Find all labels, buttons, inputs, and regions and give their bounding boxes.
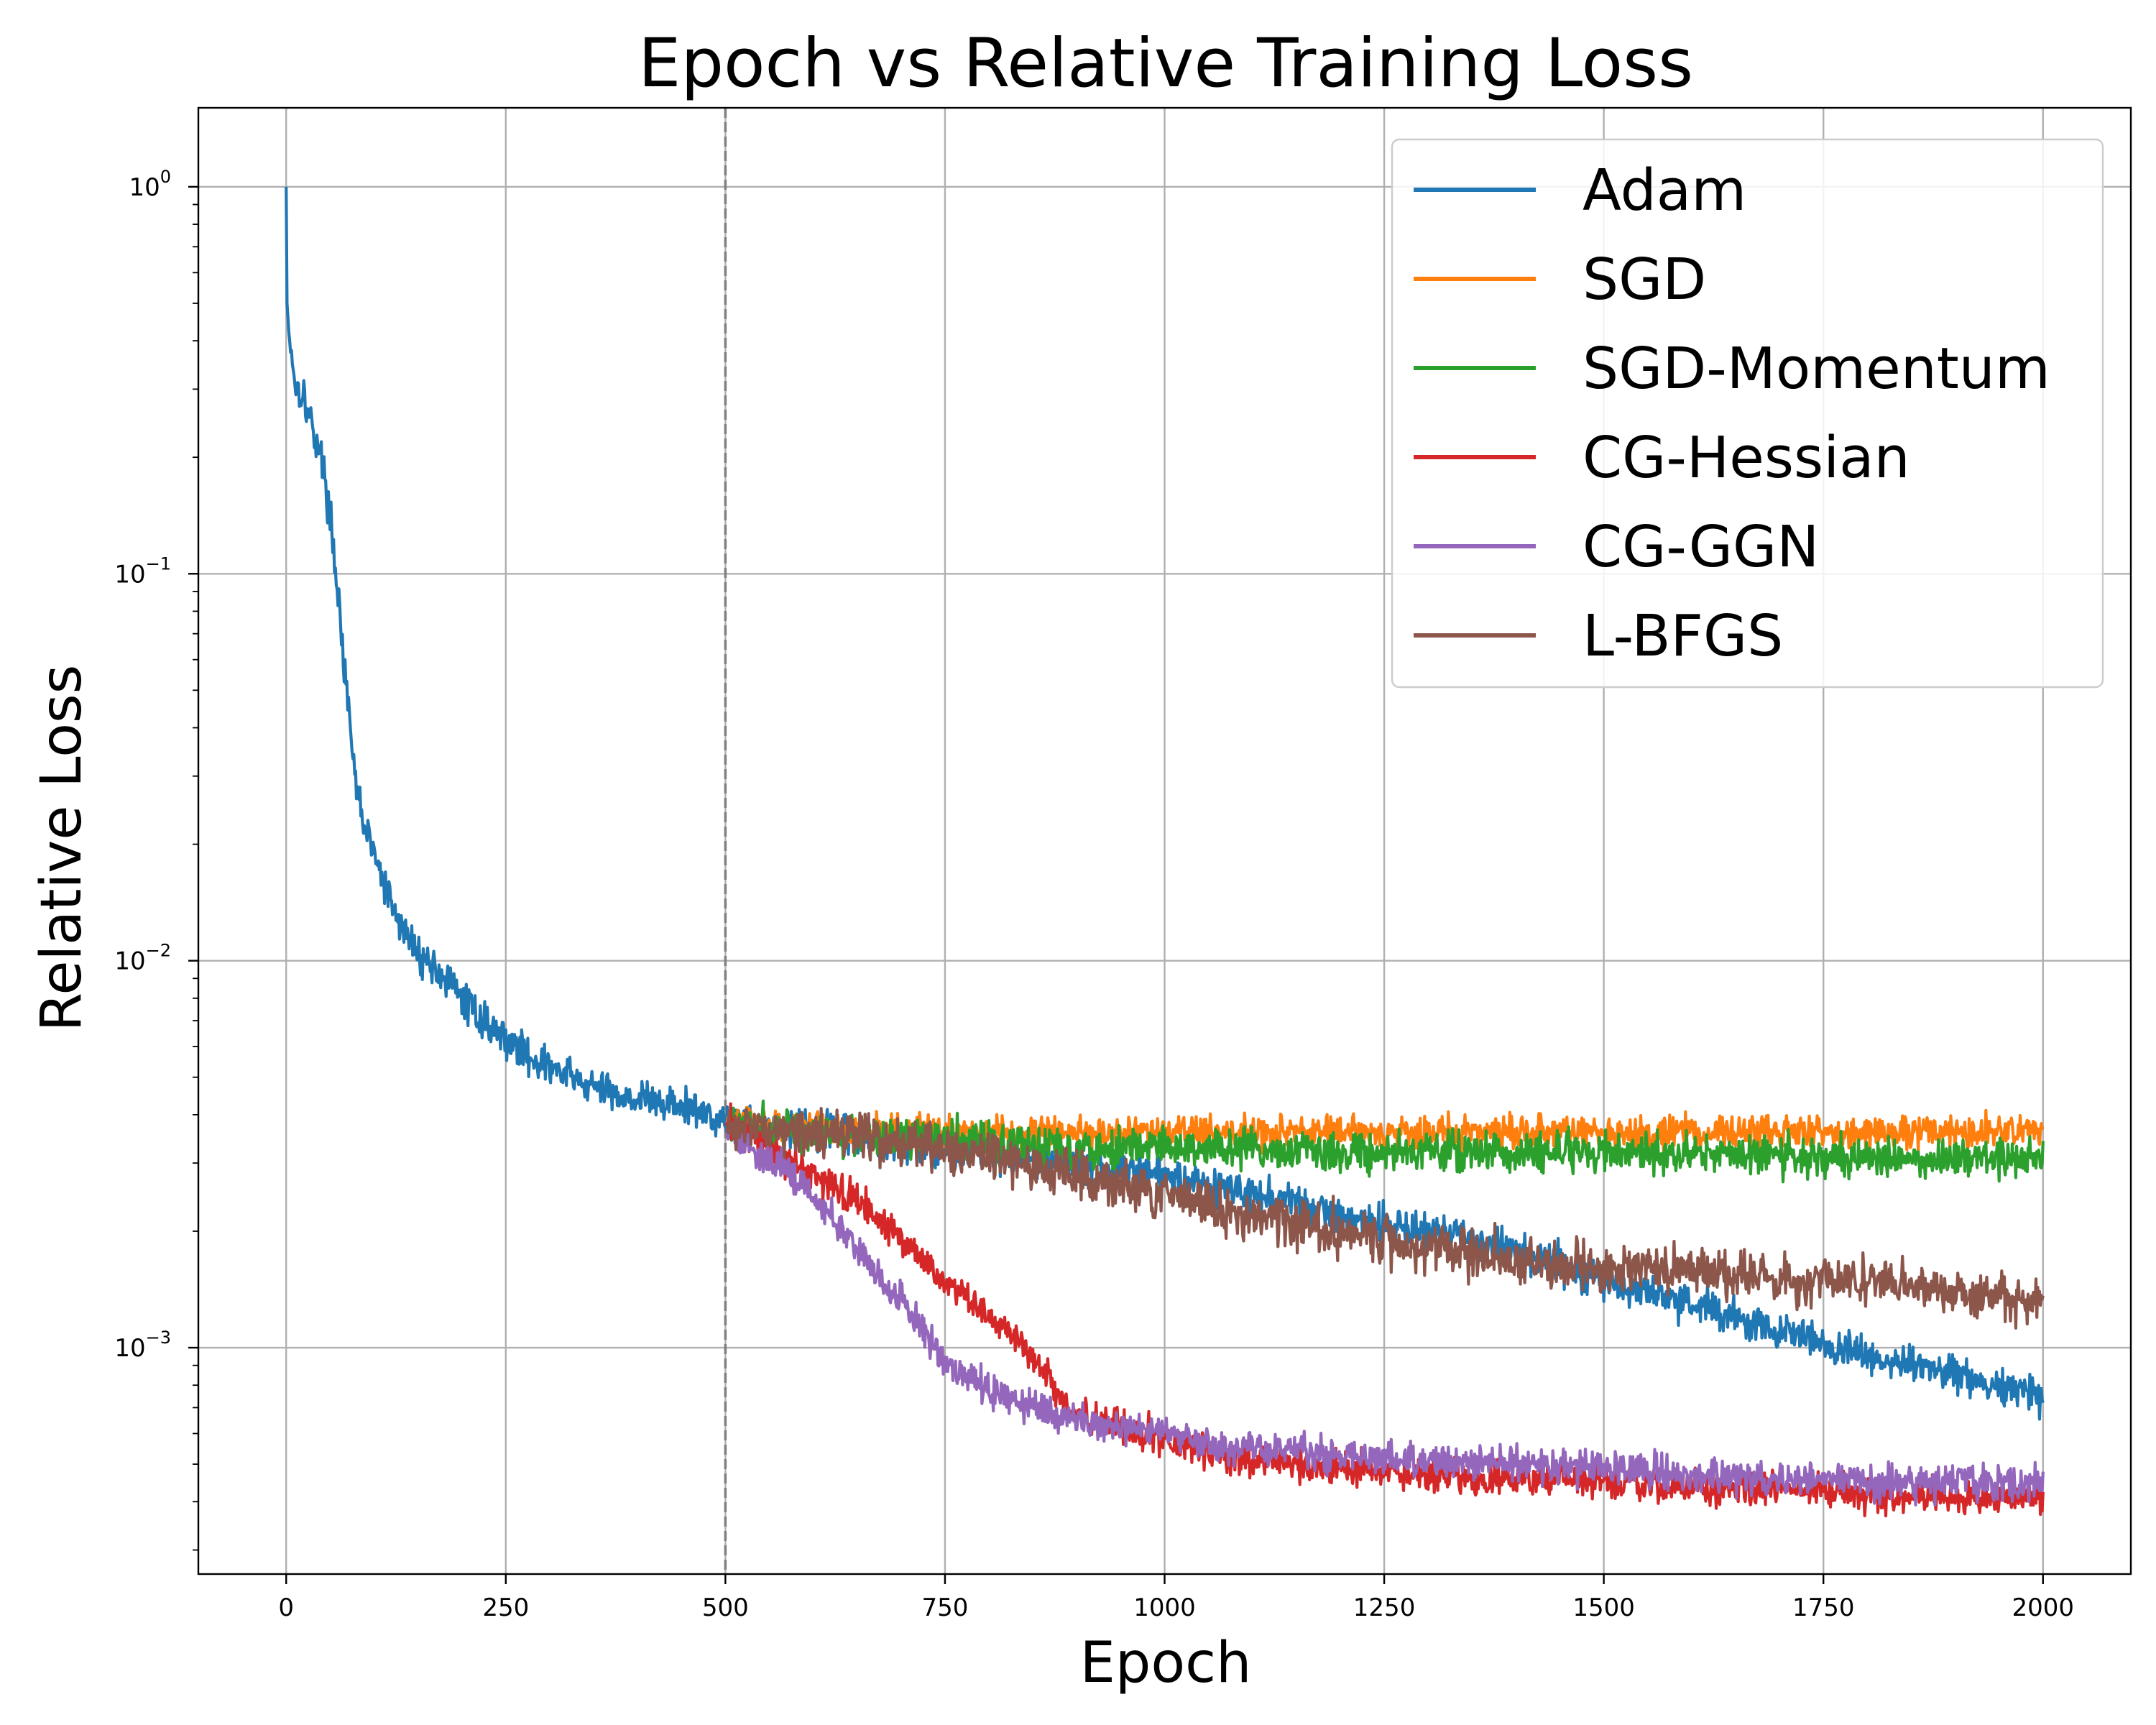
legend-label-adam: Adam: [1583, 157, 1746, 224]
legend: Adam SGD SGD-Momentum CG-Hessian CG-GGN L-BFG…: [1391, 138, 2104, 689]
axis-ticks: 0 250 500 750 1000 1250 1500 1750 2000 100 10−1 10−…: [114, 167, 2074, 1622]
legend-label-cg-ggn: CG-GGN: [1583, 514, 1819, 580]
x-tick-label: 750: [921, 1593, 968, 1622]
y-tick-label: 100: [129, 167, 171, 202]
chart-title: Epoch vs Relative Training Loss: [638, 24, 1693, 103]
x-tick-label: 2000: [2012, 1593, 2075, 1622]
series-line-l-bfgs: [724, 1107, 2045, 1330]
x-axis-label: Epoch: [1080, 1631, 1252, 1696]
y-tick-label: 10−1: [114, 553, 171, 589]
y-axis-label: Relative Loss: [29, 665, 94, 1031]
x-tick-label: 250: [482, 1593, 529, 1622]
y-tick-label: 10−3: [114, 1328, 171, 1363]
y-tick-label: 10−2: [114, 941, 171, 976]
x-tick-label: 0: [278, 1593, 294, 1622]
x-tick-label: 1000: [1133, 1593, 1196, 1622]
x-tick-label: 1500: [1572, 1593, 1635, 1622]
series-lines: [285, 186, 2045, 1518]
legend-label-l-bfgs: L-BFGS: [1583, 603, 1783, 669]
x-tick-label: 1250: [1353, 1593, 1416, 1622]
series-line-cg-ggn: [724, 1123, 2045, 1506]
legend-label-cg-hessian: CG-Hessian: [1583, 425, 1910, 491]
legend-box: [1391, 138, 2104, 689]
legend-label-sgd: SGD: [1583, 247, 1706, 313]
x-tick-label: 1750: [1792, 1593, 1855, 1622]
series-line-sgd-momentum: [724, 1099, 2045, 1184]
x-tick-label: 500: [702, 1593, 749, 1622]
legend-label-sgd-momentum: SGD-Momentum: [1583, 336, 2050, 402]
